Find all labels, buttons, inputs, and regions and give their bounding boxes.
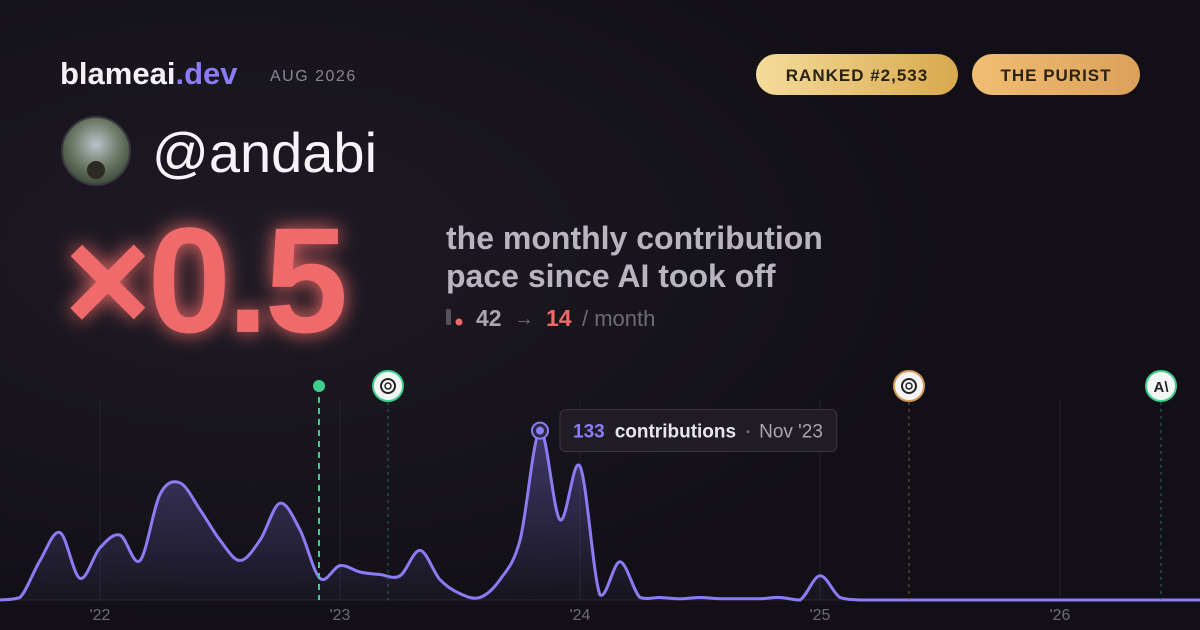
avatar (61, 116, 131, 186)
tooltip-sep (746, 430, 750, 434)
hover-dot (536, 426, 544, 435)
chart: '22 '23 '24 '25 '26 133 contributions Nov '23 (0, 400, 1200, 624)
brand: blameai (60, 56, 175, 91)
x-tick-label: '24 (570, 607, 591, 624)
handle: @andabi (152, 121, 377, 184)
event-dot (313, 380, 325, 392)
event-icon (1145, 370, 1177, 402)
x-tick-label: '26 (1050, 607, 1071, 624)
area (0, 430, 1200, 600)
x-tick-label: '23 (330, 607, 351, 624)
arrow: → (514, 308, 534, 330)
tooltip: 133 contributions Nov '23 (559, 409, 838, 453)
badge-label: THE PURIST (1000, 66, 1111, 85)
event-icon (372, 370, 404, 402)
tooltip-date: Nov '23 (759, 422, 823, 443)
headline-line: pace since AI took off (446, 258, 776, 294)
event-icon-label: A\ (1154, 379, 1170, 396)
x-tick-label: '22 (90, 607, 111, 624)
after-value: 14 (546, 305, 572, 331)
brand-suffix: .dev (175, 56, 238, 91)
badge-label: RANKED #2,533 (786, 66, 928, 85)
tooltip-value: 133 (573, 422, 605, 443)
legend-after-swatch (455, 318, 463, 326)
multiplier: ×0.5 (64, 196, 345, 364)
tooltip-box (559, 409, 838, 453)
badge (972, 54, 1140, 95)
headline-line: the monthly contribution (446, 220, 823, 256)
period: AUG 2026 (270, 68, 357, 85)
x-tick-label: '25 (810, 607, 831, 624)
avatar-figure (87, 161, 105, 179)
before-value: 42 (476, 305, 502, 331)
badge (756, 54, 958, 95)
tooltip-label: contributions (615, 422, 736, 443)
unit: / month (582, 306, 655, 331)
line (0, 429, 1200, 602)
legend-before-swatch (446, 309, 451, 325)
event-icon (893, 370, 925, 402)
